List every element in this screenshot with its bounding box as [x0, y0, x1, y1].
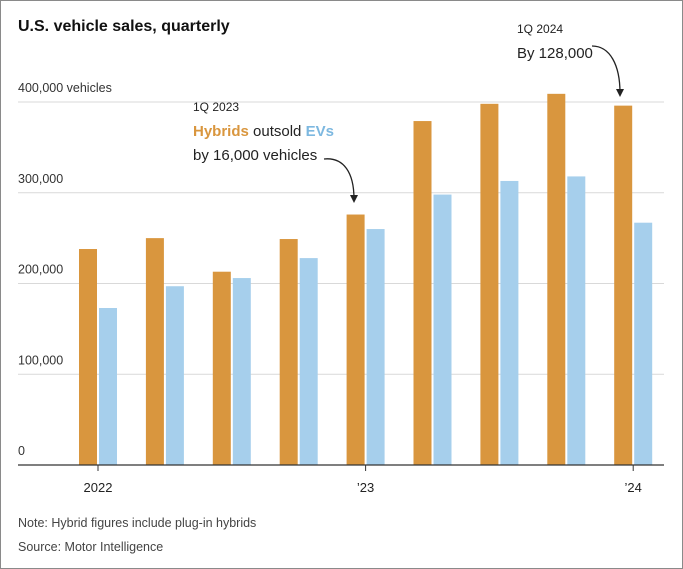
chart-title: U.S. vehicle sales, quarterly — [18, 18, 230, 35]
annotations: 1Q 2023 Hybrids outsold EVs by 16,000 vehi… — [193, 22, 624, 203]
bar-hybrids-7 — [480, 103, 499, 465]
bar-evs-2 — [165, 286, 184, 465]
bar-evs-4 — [299, 258, 318, 465]
y-tick-label: 0 — [18, 444, 25, 458]
footer-note: Note: Hybrid figures include plug-in hyb… — [18, 516, 256, 530]
x-tick-label: ’23 — [357, 480, 374, 495]
y-tick-label: 200,000 — [18, 263, 63, 277]
bar-hybrids-2 — [145, 238, 164, 465]
annotation-line: Hybrids outsold EVs — [193, 123, 334, 140]
footer-source: Source: Motor Intelligence — [18, 540, 163, 554]
x-axis: 2022 ’23 ’24 — [18, 464, 664, 495]
bar-evs-7 — [500, 180, 519, 465]
annotation-text: Hybrids — [193, 123, 249, 140]
annotation-text: by 16,000 vehicles — [193, 147, 317, 164]
annotation-arrow — [323, 158, 358, 203]
annotation-line: By 128,000 — [517, 45, 593, 62]
bar-evs-3 — [232, 278, 251, 465]
bar-hybrids-8 — [547, 93, 566, 466]
y-axis-ticks: 0 100,000 200,000 300,000 400,000 vehicles — [18, 81, 112, 458]
bar-hybrids-6 — [413, 121, 432, 466]
bar-evs-8 — [567, 176, 586, 466]
bar-hybrids-1 — [79, 249, 97, 465]
bar-hybrids-4 — [279, 239, 298, 465]
y-tick-label: 300,000 — [18, 172, 63, 186]
annotation-text: 1Q 2023 — [193, 100, 239, 114]
annotation-text: 1Q 2024 — [517, 22, 563, 36]
annotation-line: 1Q 2023 — [193, 100, 239, 114]
bar-evs-1 — [99, 308, 117, 465]
annotation-text: By 128,000 — [517, 45, 593, 62]
bar-evs-5 — [366, 229, 385, 465]
bar-hybrids-5 — [346, 214, 365, 465]
bar-evs-9 — [634, 222, 653, 465]
x-tick-label: ’24 — [625, 480, 642, 495]
annotation-line: 1Q 2024 — [517, 22, 563, 36]
annotation-text: EVs — [306, 123, 334, 140]
bars — [79, 93, 653, 466]
annotation-text: outsold — [249, 123, 306, 140]
annotation-line: by 16,000 vehicles — [193, 147, 317, 164]
bar-hybrids-9 — [614, 105, 633, 465]
annotation-arrow — [591, 45, 624, 97]
bar-evs-6 — [433, 194, 452, 465]
y-tick-label: 400,000 vehicles — [18, 81, 112, 95]
x-tick-label: 2022 — [84, 480, 113, 495]
bar-hybrids-3 — [212, 271, 231, 465]
y-tick-label: 100,000 — [18, 353, 63, 367]
